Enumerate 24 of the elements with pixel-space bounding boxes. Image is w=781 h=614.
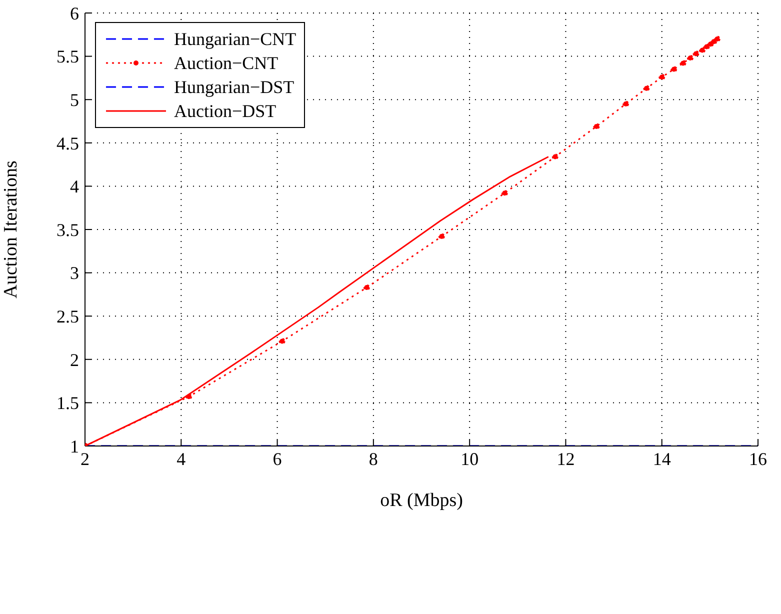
x-axis-title: oR (Mbps) <box>380 490 463 511</box>
legend-label: Hungarian−CNT <box>174 28 296 50</box>
y-tick-label: 5.5 <box>56 46 79 67</box>
y-tick-label: 2 <box>70 350 79 370</box>
x-tick-label: 6 <box>272 448 282 469</box>
y-tick-label: 1.5 <box>56 393 79 414</box>
y-tick-label: 5 <box>70 90 79 110</box>
y-tick-label: 4 <box>70 176 79 197</box>
x-tick-label: 10 <box>460 448 479 469</box>
legend-label: Auction−CNT <box>174 52 278 74</box>
y-tick-label: 6 <box>70 3 79 24</box>
x-tick-label: 8 <box>368 448 378 469</box>
y-tick-label: 4.5 <box>56 133 79 154</box>
y-tick-label: 3 <box>70 263 79 284</box>
x-tick-label: 14 <box>652 448 671 469</box>
x-tick-label: 16 <box>749 448 767 469</box>
x-tick-label: 12 <box>556 448 575 469</box>
y-axis-title: Auction Iterations <box>0 160 22 298</box>
legend-label: Auction−DST <box>174 100 276 122</box>
x-tick-label: 4 <box>176 448 186 469</box>
legend-label: Hungarian−DST <box>174 76 294 98</box>
y-tick-label: 1 <box>70 436 79 456</box>
y-tick-label: 3.5 <box>56 220 79 240</box>
y-tick-label: 2.5 <box>56 306 79 326</box>
